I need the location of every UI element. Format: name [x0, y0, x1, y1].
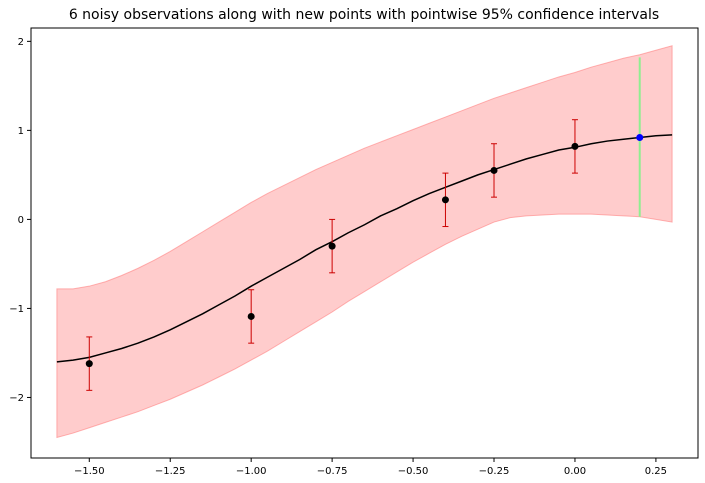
- chart-title: 6 noisy observations along with new poin…: [69, 7, 659, 23]
- y-tick-label: 0: [18, 215, 24, 226]
- mean-curve: [56, 134, 673, 363]
- x-tick-label: −1.00: [236, 466, 267, 477]
- observation-point: [247, 312, 255, 320]
- y-tick-label: 1: [18, 126, 24, 137]
- y-tick-label: −1: [9, 304, 24, 315]
- plot-frame: [30, 27, 699, 459]
- observation-point: [85, 360, 93, 368]
- x-tick-label: −0.50: [398, 466, 429, 477]
- x-tick-label: 0.25: [645, 466, 667, 477]
- x-tick-label: −0.75: [317, 466, 348, 477]
- x-tick-label: −1.25: [155, 466, 186, 477]
- new-point: [636, 134, 644, 142]
- observation-point: [490, 166, 498, 174]
- observation-point: [571, 142, 579, 150]
- observation-point: [441, 196, 449, 204]
- x-tick-label: 0.00: [564, 466, 586, 477]
- y-tick-label: −2: [9, 393, 24, 404]
- observation-point: [328, 242, 336, 250]
- confidence-band: [56, 45, 673, 439]
- y-tick-label: 2: [18, 37, 24, 48]
- x-tick-label: −0.25: [479, 466, 510, 477]
- x-tick-label: −1.50: [74, 466, 105, 477]
